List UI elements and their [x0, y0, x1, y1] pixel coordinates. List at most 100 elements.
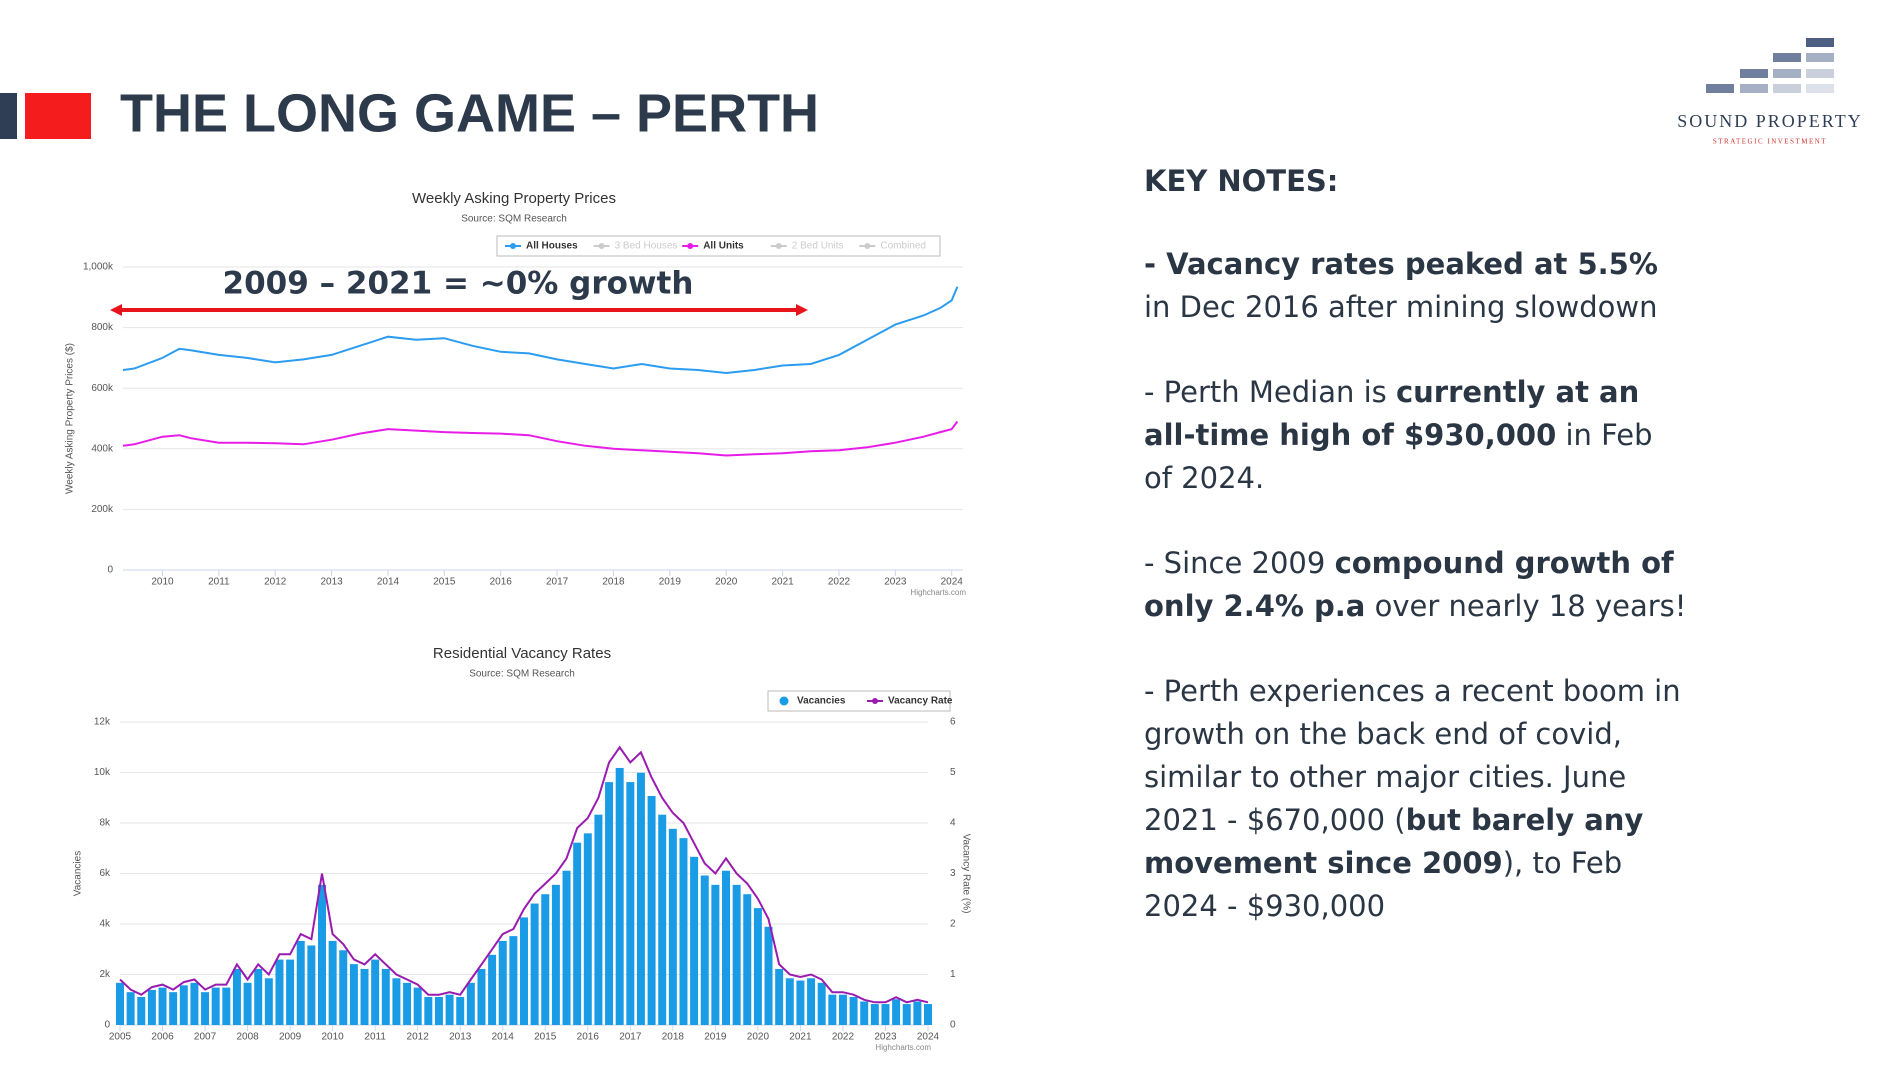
bar	[488, 954, 497, 1025]
bar	[838, 994, 847, 1025]
x-tick-label: 2009	[279, 1032, 302, 1043]
bar	[169, 992, 178, 1025]
bar	[296, 940, 305, 1025]
bar	[743, 894, 752, 1025]
y2-tick-label: 1	[950, 969, 956, 980]
legend-box	[767, 690, 951, 712]
x-tick-label: 2023	[884, 577, 907, 588]
x-tick-label: 2011	[364, 1032, 386, 1043]
note-text: in Dec 2016 after mining slowdown	[1144, 290, 1658, 324]
bar	[360, 968, 369, 1025]
bar	[520, 917, 528, 1025]
x-tick-label: 2024	[941, 577, 964, 588]
bar	[456, 996, 465, 1025]
legend-marker	[687, 243, 694, 249]
bar	[860, 1001, 869, 1025]
legend-label: Vacancies	[797, 696, 846, 707]
bar	[201, 992, 210, 1025]
chart-title: Weekly Asking Property Prices	[412, 190, 616, 207]
bar	[286, 959, 295, 1025]
bar	[849, 996, 858, 1025]
x-tick-label: 2013	[320, 577, 343, 588]
bar	[147, 989, 156, 1025]
notes-heading: KEY NOTES:	[1144, 164, 1339, 198]
chart-subtitle: Source: SQM Research	[461, 214, 567, 225]
legend-marker	[510, 243, 516, 249]
x-tick-label: 2024	[917, 1032, 940, 1043]
legend-label: Combined	[880, 241, 926, 252]
bar	[636, 772, 645, 1025]
note-text: currently at an all-time high of $930,00…	[1144, 375, 1640, 452]
x-tick-label: 2010	[151, 577, 174, 588]
bar	[211, 987, 220, 1025]
y-tick-label: 10k	[94, 767, 111, 778]
bar	[445, 994, 454, 1025]
credit: Highcharts.com	[910, 588, 966, 597]
y-tick-label: 1,000k	[83, 262, 114, 273]
bar	[137, 996, 146, 1025]
bar	[254, 968, 263, 1025]
bar	[626, 782, 635, 1025]
note-text: over nearly 18 years!	[1365, 589, 1687, 623]
y-tick-label: 0	[107, 565, 113, 576]
bar	[126, 992, 135, 1025]
bar	[541, 894, 550, 1025]
legend-label: Vacancy Rate	[888, 696, 953, 707]
x-tick-label: 2012	[407, 1032, 430, 1043]
note-text: - Perth Median is	[1144, 375, 1396, 409]
bar	[902, 1004, 911, 1025]
y-axis-title: Vacancies	[73, 851, 84, 896]
legend-box	[496, 235, 941, 257]
arrow-head	[796, 304, 808, 316]
x-tick-label: 2011	[208, 577, 230, 588]
y-tick-label: 6k	[99, 868, 111, 879]
note: - Perth Median is currently at an all-ti…	[1144, 371, 1689, 500]
y2-tick-label: 6	[950, 717, 956, 728]
x-tick-label: 2017	[619, 1032, 642, 1043]
x-tick-label: 2014	[377, 577, 400, 588]
bar	[424, 996, 433, 1025]
bar	[243, 982, 252, 1025]
bar	[562, 870, 571, 1025]
bar	[913, 1001, 922, 1025]
chart-title: Residential Vacancy Rates	[433, 645, 611, 662]
bar	[658, 814, 667, 1025]
y-tick-label: 0	[104, 1020, 110, 1031]
bar	[371, 959, 380, 1025]
bar	[690, 856, 699, 1025]
note: - Vacancy rates peaked at 5.5% in Dec 20…	[1144, 243, 1689, 329]
bar	[403, 982, 412, 1025]
title-block	[25, 93, 91, 139]
legend-marker	[779, 696, 789, 706]
x-tick-label: 2018	[602, 577, 625, 588]
bar	[381, 968, 390, 1025]
note-text: compound growth of only 2.4% p.a	[1144, 546, 1674, 623]
bar	[307, 945, 316, 1025]
x-tick-label: 2020	[747, 1032, 770, 1043]
logo-tagline: STRATEGIC INVESTMENT	[1713, 138, 1827, 146]
x-tick-label: 2020	[715, 577, 738, 588]
note-text: but barely any movement since 2009	[1144, 803, 1644, 880]
x-tick-label: 2021	[771, 577, 794, 588]
bar	[605, 782, 614, 1025]
bar	[116, 982, 124, 1025]
credit: Highcharts.com	[875, 1043, 931, 1052]
series-line	[119, 745, 929, 1004]
logo-icon	[1706, 38, 1834, 93]
x-tick-label: 2008	[236, 1032, 259, 1043]
y-tick-label: 800k	[91, 322, 114, 333]
bar	[807, 978, 816, 1025]
y-tick-label: 2k	[99, 969, 111, 980]
bar	[349, 964, 358, 1025]
bar	[222, 987, 231, 1025]
y2-tick-label: 2	[950, 919, 956, 930]
legend-label: All Houses	[526, 241, 578, 252]
note-text: in Feb of 2024.	[1144, 418, 1653, 495]
bar	[530, 903, 539, 1025]
arrow-head	[110, 304, 122, 316]
note-text: ), to Feb 2024 - $930,000	[1144, 846, 1623, 923]
key-notes: KEY NOTES: - Vacancy rates peaked at 5.5%…	[1144, 160, 1689, 970]
note: - Perth experiences a recent boom in gro…	[1144, 670, 1689, 928]
bar	[711, 884, 720, 1025]
